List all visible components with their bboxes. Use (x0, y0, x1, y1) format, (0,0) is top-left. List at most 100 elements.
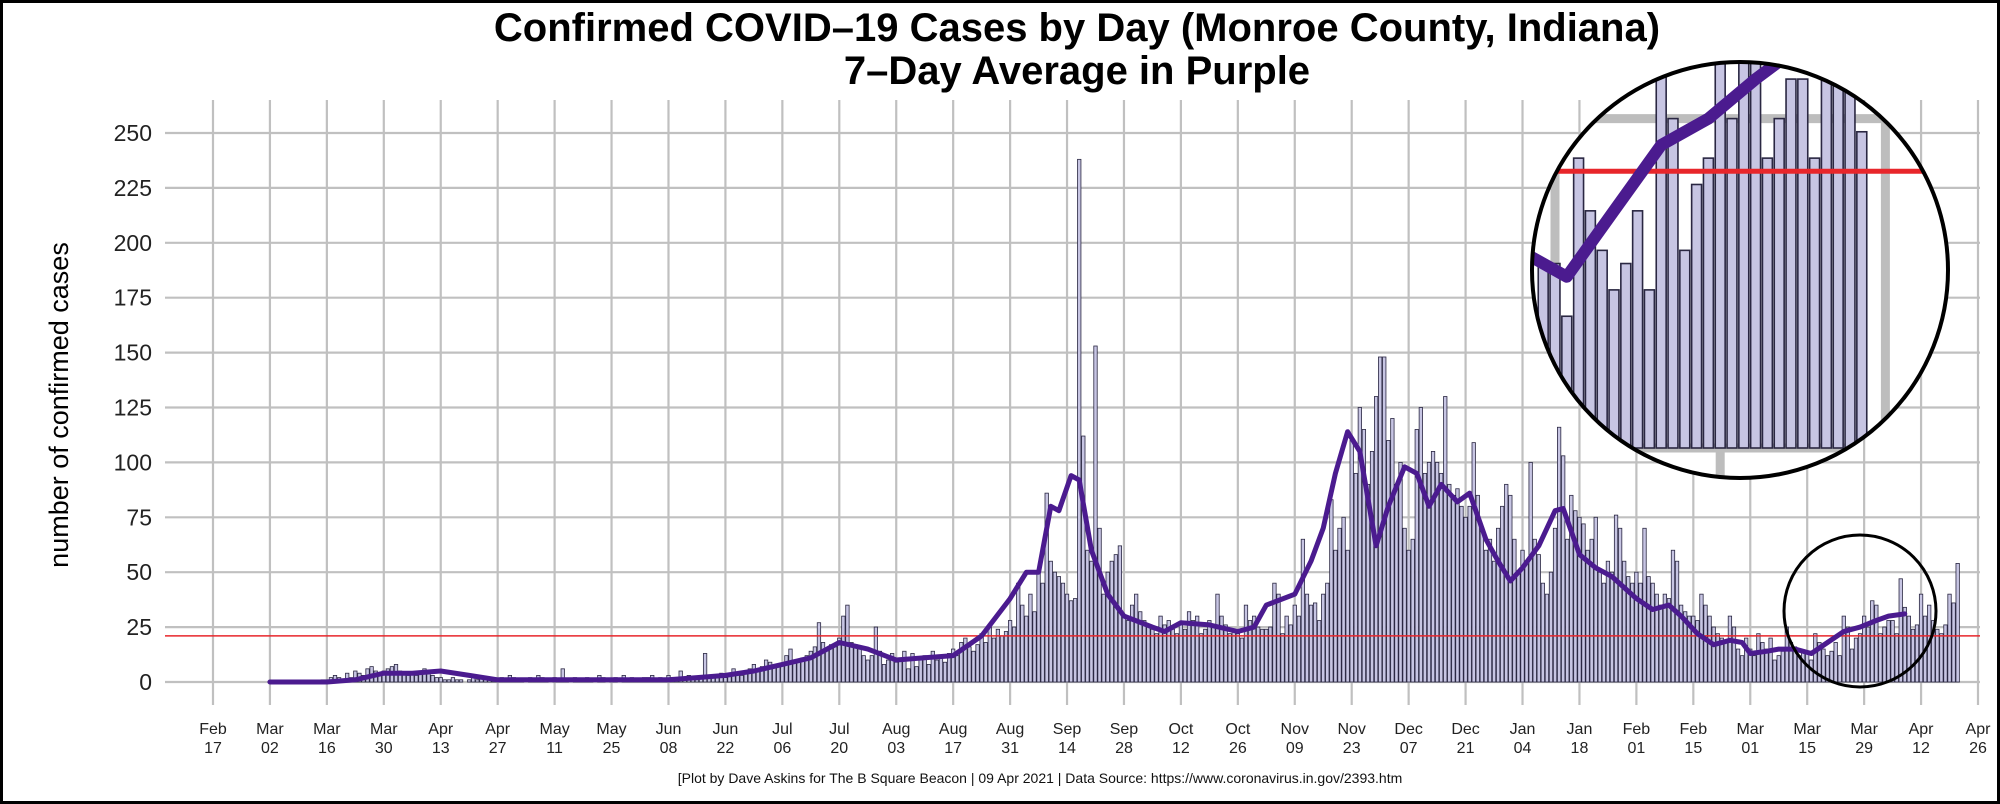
case-bar (1345, 549, 1350, 683)
case-bar (1658, 604, 1663, 683)
case-bar (1329, 499, 1334, 683)
inset-case-bar (1667, 117, 1679, 449)
x-tick-month: Mar (370, 721, 398, 738)
case-bar (894, 661, 899, 683)
case-bar (1760, 642, 1765, 683)
case-bar (1317, 620, 1322, 683)
x-tick-day: 20 (830, 740, 848, 757)
y-tick-label: 175 (114, 285, 152, 311)
y-axis-label: number of confirmed cases (44, 242, 74, 568)
case-bar (1227, 633, 1232, 683)
x-tick-month: Mar (313, 721, 341, 738)
case-bar (1443, 396, 1448, 683)
inset-case-bar (1643, 289, 1656, 449)
x-tick-day: 28 (1115, 740, 1133, 757)
case-bar (1223, 624, 1228, 683)
y-tick-label: 75 (126, 504, 152, 530)
case-bar (914, 666, 919, 683)
x-tick-day: 29 (1855, 740, 1873, 757)
case-bar (1353, 472, 1358, 683)
x-tick-month: Sep (1053, 721, 1082, 738)
case-bar (1406, 549, 1411, 683)
case-bar (1772, 659, 1777, 683)
case-bar (1178, 624, 1184, 683)
case-bar (1906, 615, 1911, 683)
case-bar (991, 637, 996, 683)
inset-case-bar (1714, 62, 1726, 449)
case-bar (1630, 582, 1635, 683)
x-tick-day: 11 (546, 740, 563, 757)
case-bar (1813, 633, 1818, 683)
case-bar (1280, 633, 1285, 683)
case-bar (1068, 600, 1074, 683)
case-bar (1044, 492, 1049, 683)
inset-case-bar (1596, 249, 1608, 449)
case-bar (1012, 626, 1017, 683)
x-tick-month: Apr (1909, 721, 1935, 738)
case-bar (1666, 598, 1672, 683)
case-bar (1081, 435, 1086, 683)
case-bar (971, 650, 976, 683)
case-bar (1723, 642, 1728, 683)
case-bar (1426, 461, 1432, 683)
x-tick-month: Mar (256, 721, 284, 738)
case-bar (442, 679, 447, 683)
case-bar (1544, 593, 1550, 683)
inset-case-bar (1844, 62, 1856, 449)
case-bar (1085, 549, 1090, 683)
case-bar (1626, 576, 1631, 683)
case-bar (1235, 633, 1240, 683)
x-tick-day: 30 (375, 740, 393, 757)
case-bar (1150, 628, 1155, 683)
case-bar (784, 655, 789, 683)
case-bar (1849, 648, 1855, 683)
case-bar (1691, 615, 1696, 683)
case-bar (1735, 648, 1741, 683)
case-bar (1918, 593, 1924, 683)
case-bar (1662, 593, 1667, 683)
case-bar (1536, 554, 1541, 683)
case-bar (1935, 628, 1940, 683)
x-tick-day: 06 (773, 740, 791, 757)
case-bar (1634, 571, 1639, 683)
case-bar (1435, 461, 1440, 683)
case-bar (812, 646, 817, 683)
x-tick-month: Feb (1623, 721, 1651, 738)
case-bar (1719, 637, 1724, 683)
average-line (267, 429, 1908, 685)
case-bar (1439, 472, 1444, 683)
inset-case-bar (1856, 130, 1868, 449)
inset-case-bar (1690, 183, 1703, 449)
case-bar (1451, 494, 1456, 683)
case-bar (1003, 631, 1009, 683)
case-bar (406, 675, 411, 683)
chart-subtitle: 7–Day Average in Purple (844, 49, 1310, 93)
case-bar (1752, 655, 1757, 683)
case-bar (1894, 633, 1899, 683)
case-bar (1064, 593, 1070, 683)
case-bar (1028, 593, 1033, 683)
case-bar (1955, 563, 1960, 683)
case-bar (739, 675, 744, 683)
x-tick-month: Jul (829, 721, 849, 738)
case-bar (1914, 624, 1920, 683)
case-bar (1597, 571, 1602, 683)
case-bar (1866, 626, 1871, 683)
x-tick-day: 26 (1969, 740, 1987, 757)
case-bar (1569, 494, 1574, 683)
case-bar (861, 655, 866, 683)
case-bar (1504, 483, 1509, 683)
case-bar (865, 659, 870, 683)
case-bar (1007, 620, 1013, 683)
case-bar (1162, 624, 1167, 683)
case-bar (1475, 494, 1480, 683)
case-bar (1199, 633, 1204, 683)
x-tick-day: 02 (261, 740, 279, 757)
x-tick-month: Aug (939, 721, 967, 738)
case-bar (1540, 582, 1545, 683)
y-tick-label: 50 (126, 559, 152, 585)
case-bar (1256, 626, 1261, 683)
case-bar (1264, 628, 1269, 683)
case-bar (1040, 582, 1045, 683)
case-bar (1138, 611, 1143, 683)
